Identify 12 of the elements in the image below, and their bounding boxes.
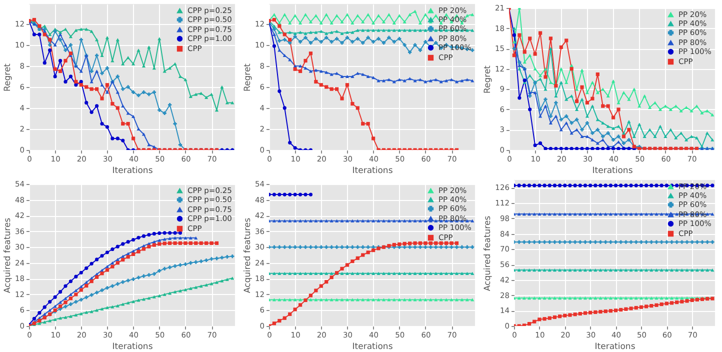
y-axis-title: Regret [242,62,253,92]
y-axis-title: Regret [2,62,13,92]
y-axis-title: Acquired features [2,217,13,294]
y-axis-title: Acquired features [483,215,494,292]
y-axis-title: Regret [482,64,493,94]
x-axis-title: Iterations [112,342,154,352]
x-axis-title: Iterations [352,342,394,352]
x-axis-title: Iterations [592,166,634,176]
y-axis-title: Acquired features [242,217,253,294]
x-axis-title: Iterations [594,342,636,352]
x-axis-title: Iterations [112,166,154,176]
x-axis-title: Iterations [352,166,394,176]
